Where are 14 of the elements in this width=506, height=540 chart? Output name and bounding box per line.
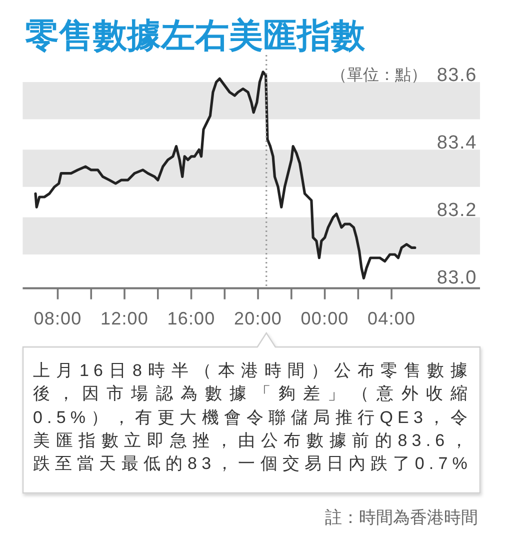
- text: 註：時間為香港時間: [325, 508, 478, 527]
- y-tick-label: 83.2: [436, 200, 477, 222]
- y-tick-label: 83.0: [436, 268, 477, 289]
- x-tick-label: 16:00: [167, 308, 216, 328]
- y-tick-label: 83.4: [436, 132, 477, 154]
- x-tick-label: 20:00: [234, 308, 282, 328]
- chart-title: 零售數據左右美匯指數: [25, 17, 366, 55]
- y-tick-label: 83.6: [436, 64, 477, 86]
- x-tick-label: 00:00: [300, 308, 349, 328]
- text: 上月16日8時半（本港時間）公布零售數據後，因市場認為數據「夠差」（意外收縮0.5%），有更大機會令聯儲局推行QE3，令美匯指數立即急挫，由公布數據前的83.6，跌至當天最低的83，一個交易日內跌了0.7%: [33, 360, 472, 476]
- y-axis-title: （單位：點）: [330, 66, 427, 84]
- x-tick-label: 08:00: [34, 308, 82, 328]
- x-tick-label: 04:00: [368, 308, 416, 328]
- x-tick-label: 12:00: [100, 308, 149, 328]
